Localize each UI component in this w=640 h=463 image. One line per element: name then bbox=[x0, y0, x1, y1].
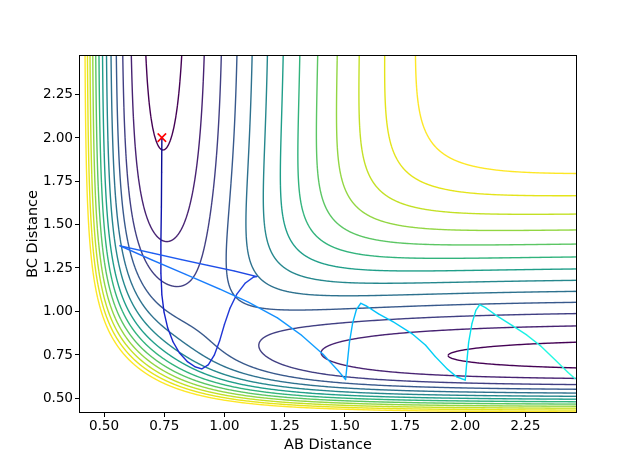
x-tick-mark bbox=[284, 413, 286, 417]
x-tick-mark bbox=[524, 413, 526, 417]
y-tick-mark bbox=[75, 354, 79, 356]
x-tick-label: 2.00 bbox=[450, 418, 481, 434]
y-tick-mark bbox=[75, 397, 79, 399]
x-tick-mark bbox=[464, 413, 466, 417]
y-tick-mark bbox=[75, 180, 79, 182]
x-tick-mark bbox=[404, 413, 406, 417]
x-axis-label: AB Distance bbox=[284, 437, 372, 453]
y-tick-mark bbox=[75, 267, 79, 269]
y-tick-mark bbox=[75, 137, 79, 139]
x-tick-label: 1.50 bbox=[329, 418, 360, 434]
x-tick-mark bbox=[344, 413, 346, 417]
y-tick-label: 1.75 bbox=[42, 173, 73, 190]
x-tick-label: 1.75 bbox=[390, 418, 421, 434]
y-tick-label: 1.50 bbox=[42, 216, 73, 233]
x-tick-label: 1.25 bbox=[269, 418, 300, 434]
x-tick-label: 0.50 bbox=[89, 418, 120, 434]
y-tick-label: 0.75 bbox=[42, 346, 73, 363]
x-tick-mark bbox=[103, 413, 105, 417]
x-tick-mark bbox=[163, 413, 165, 417]
x-tick-label: 0.75 bbox=[149, 418, 180, 434]
y-tick-label: 2.00 bbox=[42, 129, 73, 146]
y-tick-mark bbox=[75, 93, 79, 95]
x-tick-mark bbox=[223, 413, 225, 417]
y-tick-mark bbox=[75, 223, 79, 225]
contour-plot-canvas bbox=[80, 56, 576, 412]
x-tick-label: 1.00 bbox=[209, 418, 240, 434]
y-tick-mark bbox=[75, 310, 79, 312]
y-tick-label: 0.50 bbox=[42, 390, 73, 407]
x-tick-label: 2.25 bbox=[510, 418, 541, 434]
y-tick-label: 1.25 bbox=[42, 259, 73, 276]
y-tick-label: 2.25 bbox=[42, 86, 73, 103]
y-tick-label: 1.00 bbox=[42, 303, 73, 320]
